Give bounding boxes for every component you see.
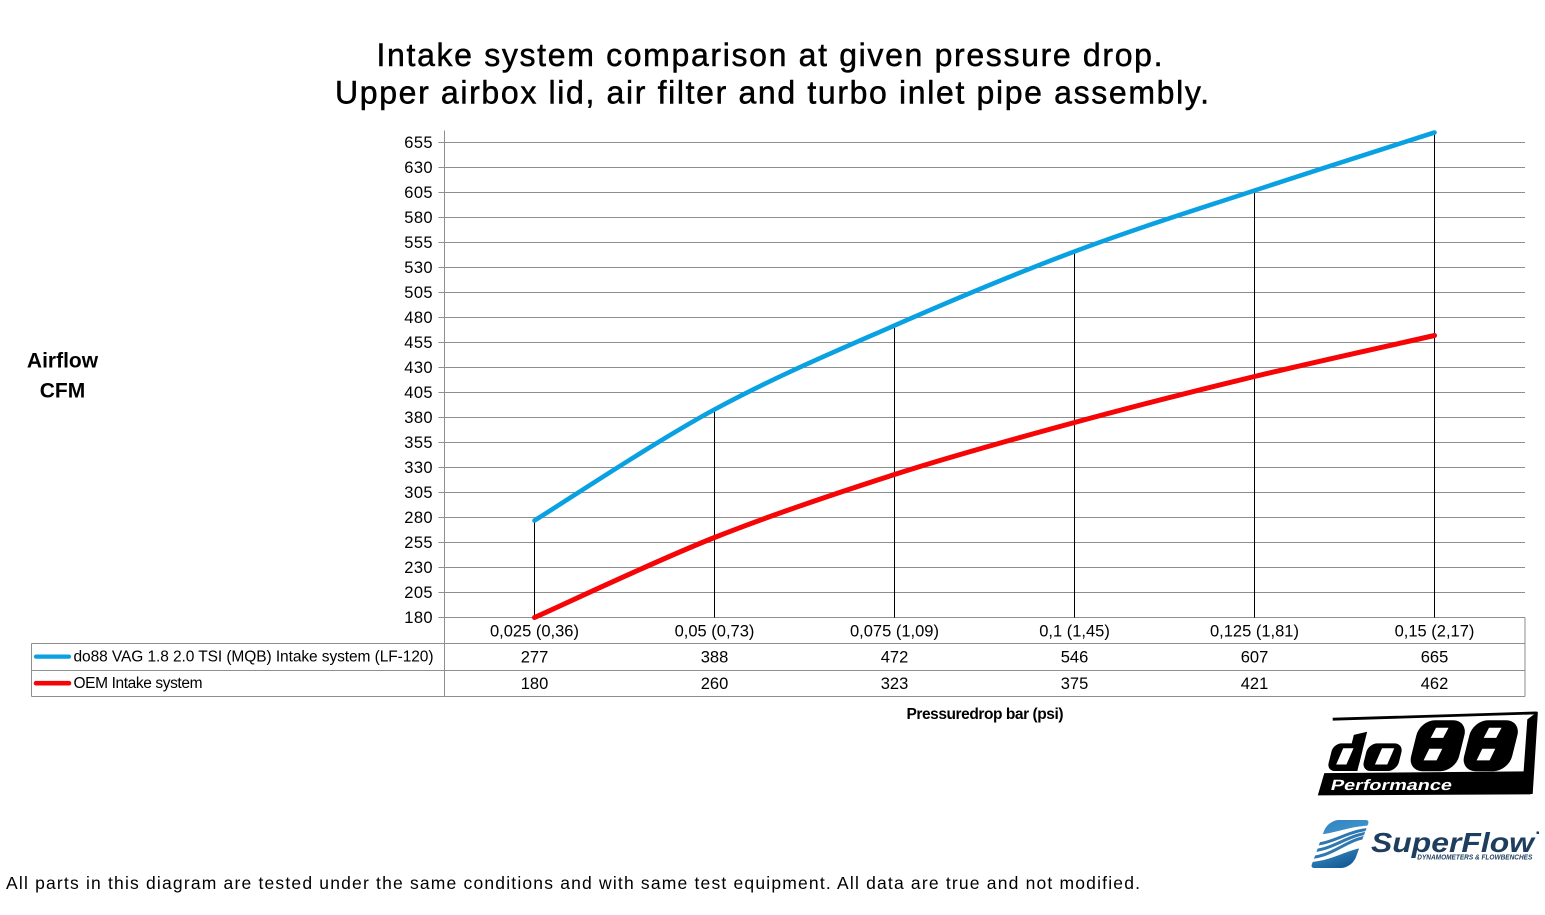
svg-text:330: 330 [404,459,433,477]
svg-text:480: 480 [404,309,433,327]
svg-text:355: 355 [404,434,433,452]
svg-text:255: 255 [404,534,433,552]
svg-text:0,05 (0,73): 0,05 (0,73) [675,623,755,641]
svg-text:607: 607 [1241,649,1269,667]
svg-text:do88 VAG 1.8 2.0 TSI (MQB) Int: do88 VAG 1.8 2.0 TSI (MQB) Intake system… [74,649,434,666]
svg-text:Airflow: Airflow [27,349,99,372]
svg-text:546: 546 [1061,649,1089,667]
svg-text:630: 630 [404,159,433,177]
svg-text:260: 260 [701,675,729,693]
svg-text:0,125 (1,81): 0,125 (1,81) [1210,623,1299,641]
svg-text:0,025 (0,36): 0,025 (0,36) [490,623,579,641]
svg-text:180: 180 [521,675,549,693]
svg-text:0,15 (2,17): 0,15 (2,17) [1395,623,1475,641]
svg-text:462: 462 [1421,675,1449,693]
svg-text:605: 605 [404,184,433,202]
svg-text:230: 230 [404,559,433,577]
svg-text:323: 323 [881,675,909,693]
svg-text:Performance: Performance [1329,777,1454,794]
svg-text:DYNAMOMETERS & FLOWBENCHES: DYNAMOMETERS & FLOWBENCHES [1417,853,1532,862]
svg-text:205: 205 [404,584,433,602]
svg-text:380: 380 [404,409,433,427]
svg-text:375: 375 [1061,675,1089,693]
svg-text:280: 280 [404,509,433,527]
svg-text:0,1 (1,45): 0,1 (1,45) [1039,623,1110,641]
svg-text:388: 388 [701,649,729,667]
svg-text:530: 530 [404,259,433,277]
svg-text:580: 580 [404,209,433,227]
svg-text:All parts in this diagram are: All parts in this diagram are tested und… [6,873,1140,893]
svg-text:430: 430 [404,359,433,377]
svg-text:Pressuredrop bar (psi): Pressuredrop bar (psi) [907,706,1064,723]
svg-text:SuperFlow: SuperFlow [1371,827,1537,858]
svg-text:505: 505 [404,284,433,302]
svg-text:277: 277 [521,649,549,667]
svg-text:CFM: CFM [40,380,86,403]
svg-text:Upper airbox lid, air filter a: Upper airbox lid, air filter and turbo i… [335,75,1209,111]
svg-text:555: 555 [404,234,433,252]
svg-text:421: 421 [1241,675,1269,693]
svg-text:Intake system comparison at gi: Intake system comparison at given pressu… [377,37,1163,73]
svg-text:405: 405 [404,384,433,402]
svg-text:655: 655 [404,134,433,152]
svg-text:665: 665 [1421,649,1449,667]
svg-text:455: 455 [404,334,433,352]
svg-text:305: 305 [404,484,433,502]
svg-text:0,075 (1,09): 0,075 (1,09) [850,623,939,641]
svg-text:472: 472 [881,649,909,667]
svg-text:180: 180 [404,609,433,627]
svg-text:OEM Intake system: OEM Intake system [74,675,203,692]
